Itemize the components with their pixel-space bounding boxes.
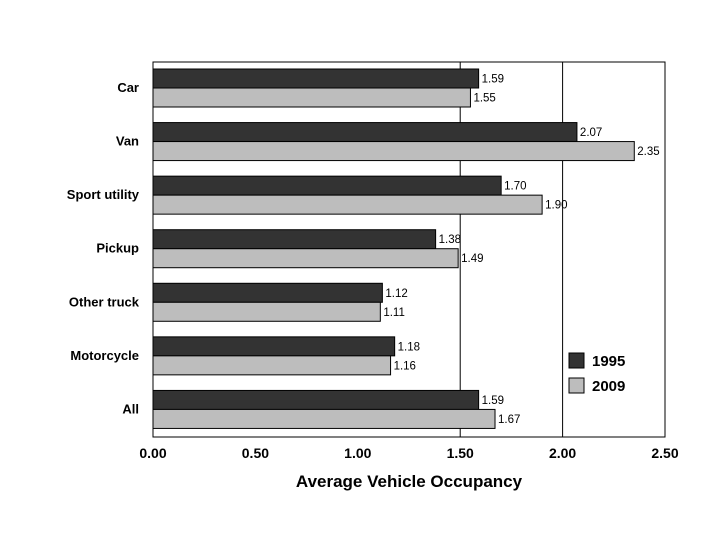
category-labels: Car Van Sport utility Pickup Other truck Moto…	[67, 80, 140, 416]
x-tick-label-0: 0.00	[139, 445, 166, 461]
data-label-1995-3: 1.38	[439, 234, 461, 246]
legend-swatch-2009	[568, 377, 585, 394]
data-labels: 1.59 1.55 2.07 2.35 1.70 1.90 1.381.49 1.12 1.11…	[383, 74, 659, 426]
category-label-3: Pickup	[96, 241, 139, 256]
data-label-1995-2: 1.70	[504, 181, 526, 193]
x-tick-label-1: 0.50	[242, 445, 269, 461]
bar-1995-0	[152, 68, 480, 89]
x-tick-label-3: 1.50	[447, 445, 474, 461]
data-label-1995-1: 2.07	[580, 127, 602, 139]
data-label-2009-3: 1.49	[461, 253, 483, 265]
legend-label-2009: 2009	[592, 378, 625, 395]
category-label-2: Sport utility	[67, 187, 140, 202]
bar-1995-3	[152, 229, 437, 250]
category-label-4: Other truck	[69, 294, 140, 309]
data-label-2009-5: 1.16	[394, 360, 416, 372]
bar-2009-4	[152, 301, 381, 322]
bar-2009-2	[152, 194, 543, 215]
data-label-1995-5: 1.18	[398, 341, 420, 353]
legend-label-1995: 1995	[592, 353, 625, 370]
bars	[152, 68, 635, 429]
data-label-2009-0: 1.55	[473, 93, 495, 105]
x-tick-label-4: 2.00	[549, 445, 576, 461]
data-label-2009-2: 1.90	[545, 200, 567, 212]
x-tick-labels: 0.00 0.50 1.00 1.50 2.00 2.50	[139, 445, 678, 461]
bar-1995-6	[152, 389, 480, 410]
legend: 1995 2009	[568, 352, 625, 395]
x-tick-label-5: 2.50	[651, 445, 678, 461]
bar-2009-1	[152, 141, 635, 162]
bar-2009-5	[152, 355, 392, 376]
bar-2009-3	[152, 248, 459, 269]
x-tick-label-2: 1.00	[344, 445, 371, 461]
category-label-5: Motorcycle	[70, 348, 139, 363]
data-label-2009-1: 2.35	[637, 146, 659, 158]
data-label-1995-0: 1.59	[482, 74, 504, 86]
category-label-0: Car	[117, 80, 139, 95]
data-label-2009-6: 1.67	[498, 414, 520, 426]
category-label-1: Van	[116, 134, 139, 149]
bar-1995-4	[152, 282, 383, 303]
category-label-6: All	[122, 401, 139, 416]
data-label-2009-4: 1.11	[383, 307, 405, 319]
bar-2009-6	[152, 408, 496, 429]
data-label-1995-4: 1.12	[385, 288, 407, 300]
x-axis-title: Average Vehicle Occupancy	[296, 472, 523, 491]
bar-2009-0	[152, 87, 471, 108]
legend-swatch-1995	[568, 352, 585, 369]
bar-1995-2	[152, 175, 502, 196]
bar-1995-5	[152, 336, 396, 357]
bar-1995-1	[152, 122, 578, 143]
data-label-1995-6: 1.59	[482, 395, 504, 407]
